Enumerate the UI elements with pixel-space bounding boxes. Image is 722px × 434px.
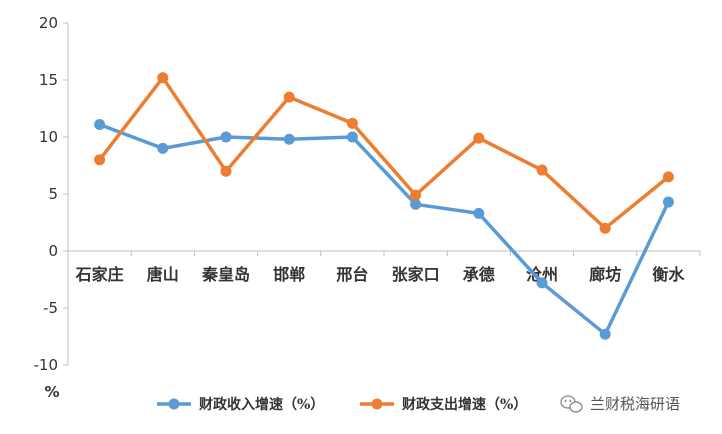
data-point	[346, 131, 358, 143]
x-category-label: 衡水	[652, 265, 685, 284]
data-point	[536, 164, 548, 176]
y-tick-label: 5	[48, 185, 58, 203]
data-point	[473, 132, 485, 144]
legend-swatch-marker	[371, 398, 383, 410]
data-point	[220, 131, 232, 143]
y-axis-unit-label: %	[44, 383, 59, 401]
data-point	[220, 165, 232, 177]
wechat-icon	[560, 395, 583, 413]
x-category-label: 廊坊	[589, 265, 621, 284]
data-point	[599, 328, 611, 340]
data-point	[346, 117, 358, 129]
data-point	[662, 196, 674, 208]
data-point	[283, 91, 295, 103]
series-line	[97, 122, 671, 336]
series-lines	[94, 72, 674, 340]
y-axis-ticks: 20 15 10 5 0 -5 -10	[34, 14, 68, 374]
data-point	[94, 118, 106, 130]
legend-item-2: 财政支出增速（%）	[360, 396, 527, 413]
data-point	[157, 142, 169, 154]
x-category-label: 邯郸	[273, 265, 305, 284]
y-tick-label: 0	[48, 242, 58, 260]
data-point	[410, 198, 422, 210]
legend-swatch-marker	[168, 398, 180, 410]
legend-item-1: 财政收入增速（%）	[157, 396, 324, 413]
x-category-label: 承德	[463, 265, 495, 284]
data-point	[473, 207, 485, 219]
data-point	[662, 171, 674, 183]
y-tick-label: 15	[39, 71, 58, 89]
x-category-label: 秦皇岛	[201, 265, 250, 284]
data-point	[157, 72, 169, 84]
x-category-label: 邢台	[335, 265, 368, 284]
data-point	[536, 277, 548, 289]
y-tick-label: 10	[39, 128, 58, 146]
x-category-label: 张家口	[392, 265, 440, 284]
x-category-label: 沧州	[526, 265, 558, 284]
watermark: 兰财税海研语	[560, 395, 680, 413]
x-axis-categories: 石家庄 唐山 秦皇岛 邯郸 邢台 张家口 承德 沧州 廊坊 衡水	[75, 265, 686, 284]
data-point	[599, 222, 611, 234]
x-category-label: 唐山	[147, 265, 179, 284]
x-category-label: 石家庄	[75, 265, 124, 284]
legend-label: 财政支出增速（%）	[401, 396, 527, 413]
series-1	[94, 118, 674, 340]
legend-label: 财政收入增速（%）	[198, 396, 324, 413]
series-line	[97, 75, 671, 230]
watermark-text: 兰财税海研语	[590, 395, 680, 413]
data-point	[410, 189, 422, 201]
legend: 财政收入增速（%） 财政支出增速（%）	[157, 396, 527, 413]
data-point	[283, 133, 295, 145]
y-tick-label: -10	[34, 356, 59, 374]
y-tick-label: 20	[39, 14, 58, 32]
series-2	[94, 72, 674, 234]
y-tick-label: -5	[43, 299, 58, 317]
data-point	[94, 154, 106, 166]
